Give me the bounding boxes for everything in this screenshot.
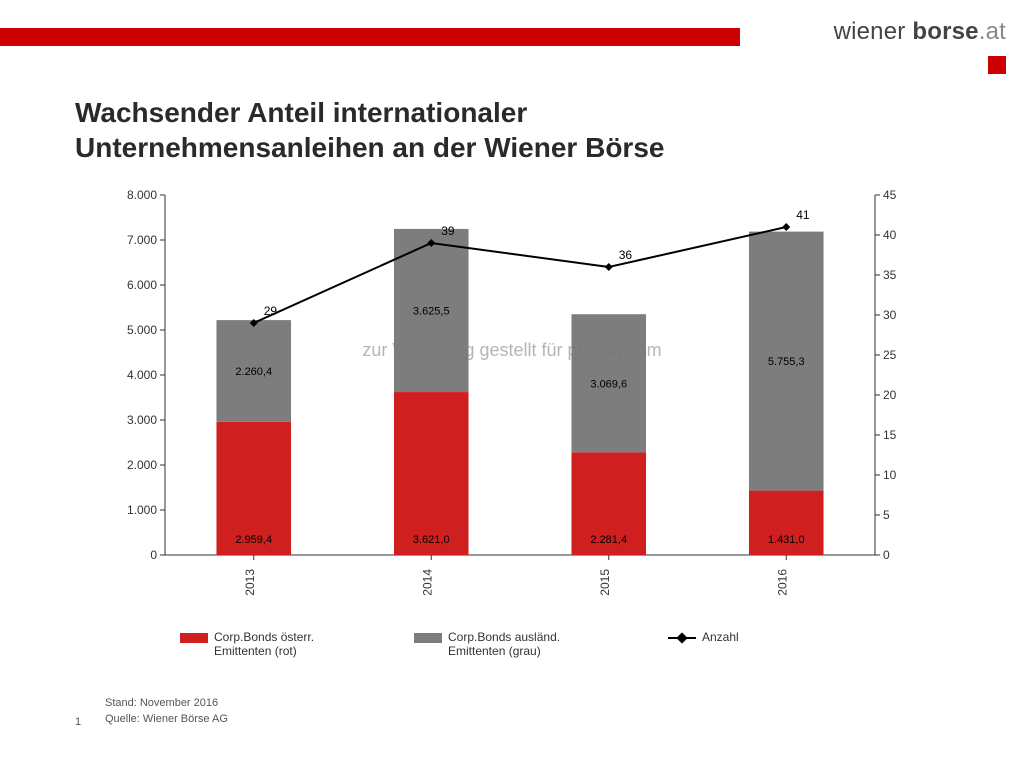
- svg-text:2.281,4: 2.281,4: [590, 534, 627, 546]
- svg-text:4.000: 4.000: [127, 368, 157, 382]
- brand-logo: wiener borse.at: [834, 18, 1006, 79]
- brand-word-2: borse: [912, 18, 978, 45]
- slide-title: Wachsender Anteil internationaler Untern…: [75, 95, 984, 165]
- svg-text:2.260,4: 2.260,4: [235, 366, 272, 378]
- svg-text:30: 30: [883, 308, 897, 322]
- svg-text:2015: 2015: [598, 569, 612, 596]
- legend-item-foreign: Corp.Bonds ausländ. Emittenten (grau): [414, 630, 618, 658]
- brand-accent-square: [988, 56, 1006, 74]
- svg-text:15: 15: [883, 428, 897, 442]
- svg-text:40: 40: [883, 228, 897, 242]
- svg-text:2013: 2013: [243, 569, 257, 596]
- brand-suffix: .at: [979, 18, 1006, 45]
- svg-text:5.000: 5.000: [127, 323, 157, 337]
- svg-text:41: 41: [796, 208, 810, 222]
- svg-text:45: 45: [883, 188, 897, 202]
- legend-label-austrian: Corp.Bonds österr. Emittenten (rot): [214, 630, 364, 658]
- svg-text:10: 10: [883, 468, 897, 482]
- legend-item-count: Anzahl: [668, 630, 739, 644]
- chart-legend: Corp.Bonds österr. Emittenten (rot) Corp…: [180, 630, 900, 658]
- footer-stand: Stand: November 2016: [105, 696, 228, 712]
- svg-text:1.431,0: 1.431,0: [768, 534, 805, 546]
- svg-text:2.959,4: 2.959,4: [235, 534, 272, 546]
- title-line-2: Unternehmensanleihen an der Wiener Börse: [75, 132, 664, 163]
- svg-text:5: 5: [883, 508, 890, 522]
- svg-text:29: 29: [264, 304, 278, 318]
- svg-text:20: 20: [883, 388, 897, 402]
- svg-text:35: 35: [883, 268, 897, 282]
- svg-text:0: 0: [883, 548, 890, 562]
- svg-text:2014: 2014: [420, 569, 434, 596]
- svg-text:3.621,0: 3.621,0: [413, 534, 450, 546]
- footer-block: Stand: November 2016 Quelle: Wiener Börs…: [105, 696, 228, 728]
- header-accent-bar: [0, 28, 740, 46]
- legend-label-count: Anzahl: [702, 630, 739, 644]
- title-line-1: Wachsender Anteil internationaler: [75, 97, 527, 128]
- svg-text:2016: 2016: [775, 569, 789, 596]
- legend-swatch-line: [668, 633, 696, 643]
- legend-swatch-grey: [414, 633, 442, 643]
- svg-text:0: 0: [150, 548, 157, 562]
- svg-text:3.625,5: 3.625,5: [413, 305, 450, 317]
- legend-swatch-red: [180, 633, 208, 643]
- svg-text:7.000: 7.000: [127, 233, 157, 247]
- page-number: 1: [75, 716, 81, 728]
- svg-text:5.755,3: 5.755,3: [768, 356, 805, 368]
- svg-text:6.000: 6.000: [127, 278, 157, 292]
- brand-word-1: wiener: [834, 18, 906, 45]
- chart-svg: 0 1.000 2.000 3.000 4.000 5.000 6.000 7.000 8.00…: [105, 185, 925, 615]
- svg-text:36: 36: [619, 248, 633, 262]
- svg-text:39: 39: [441, 224, 455, 238]
- svg-text:1.000: 1.000: [127, 503, 157, 517]
- svg-text:2.000: 2.000: [127, 458, 157, 472]
- svg-text:3.000: 3.000: [127, 413, 157, 427]
- svg-text:25: 25: [883, 348, 897, 362]
- slide-container: { "brand": { "word1": "wiener", "word2":…: [0, 0, 1024, 768]
- footer-quelle: Quelle: Wiener Börse AG: [105, 712, 228, 728]
- combo-chart: 0 1.000 2.000 3.000 4.000 5.000 6.000 7.000 8.00…: [105, 185, 925, 615]
- svg-text:8.000: 8.000: [127, 188, 157, 202]
- svg-text:3.069,6: 3.069,6: [590, 378, 627, 390]
- legend-item-austrian: Corp.Bonds österr. Emittenten (rot): [180, 630, 364, 658]
- legend-label-foreign: Corp.Bonds ausländ. Emittenten (grau): [448, 630, 618, 658]
